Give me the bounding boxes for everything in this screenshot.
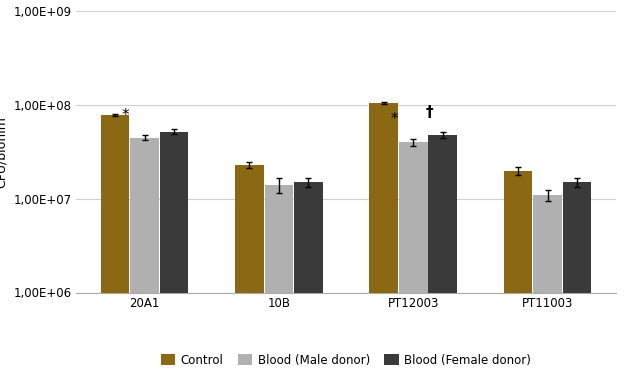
Bar — [533, 195, 562, 375]
Bar — [294, 182, 323, 375]
Bar — [429, 135, 457, 375]
Legend: Control, Blood (Male donor), Blood (Female donor): Control, Blood (Male donor), Blood (Fema… — [156, 349, 536, 372]
Text: †: † — [425, 105, 433, 120]
Bar — [265, 185, 293, 375]
Bar — [235, 165, 264, 375]
Text: *: * — [122, 108, 130, 123]
Bar — [130, 138, 159, 375]
Text: *: * — [391, 112, 398, 127]
Bar — [399, 142, 427, 375]
Bar — [101, 115, 130, 375]
Bar — [370, 103, 398, 375]
Bar — [160, 132, 189, 375]
Bar — [563, 182, 591, 375]
Bar — [504, 171, 532, 375]
Y-axis label: CFU/biofilm: CFU/biofilm — [0, 116, 8, 188]
